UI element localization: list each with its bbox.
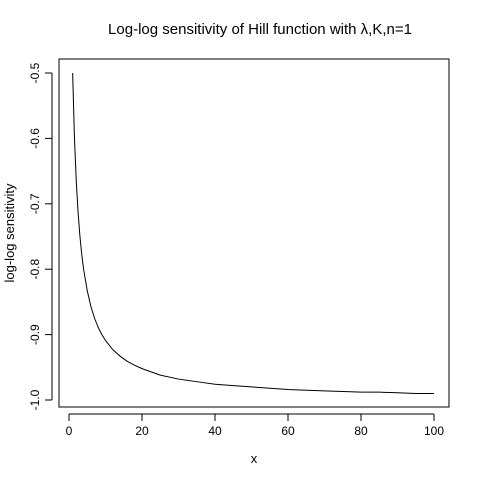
- y-tick-label: -0.7: [28, 193, 42, 214]
- x-tick-label: 100: [424, 424, 444, 438]
- x-axis-label: x: [251, 451, 258, 466]
- chart-title: Log-log sensitivity of Hill function wit…: [108, 21, 412, 38]
- y-tick-label: -0.5: [28, 62, 42, 83]
- y-axis: -1.0 -0.9 -0.8 -0.7 -0.6 -0.5: [28, 62, 52, 410]
- y-tick-label: -0.8: [28, 259, 42, 280]
- x-tick-label: 20: [135, 424, 149, 438]
- y-tick-label: -0.6: [28, 128, 42, 149]
- x-axis: 0 20 40 60 80 100: [66, 414, 445, 438]
- x-tick-label: 40: [208, 424, 222, 438]
- y-tick-label: -1.0: [28, 389, 42, 410]
- x-tick-label: 80: [354, 424, 368, 438]
- series-line: [73, 73, 434, 393]
- x-tick-label: 60: [281, 424, 295, 438]
- plot-frame: [59, 59, 449, 407]
- x-tick-label: 0: [66, 424, 73, 438]
- y-axis-label: log-log sensitivity: [2, 183, 17, 282]
- y-tick-label: -0.9: [28, 324, 42, 345]
